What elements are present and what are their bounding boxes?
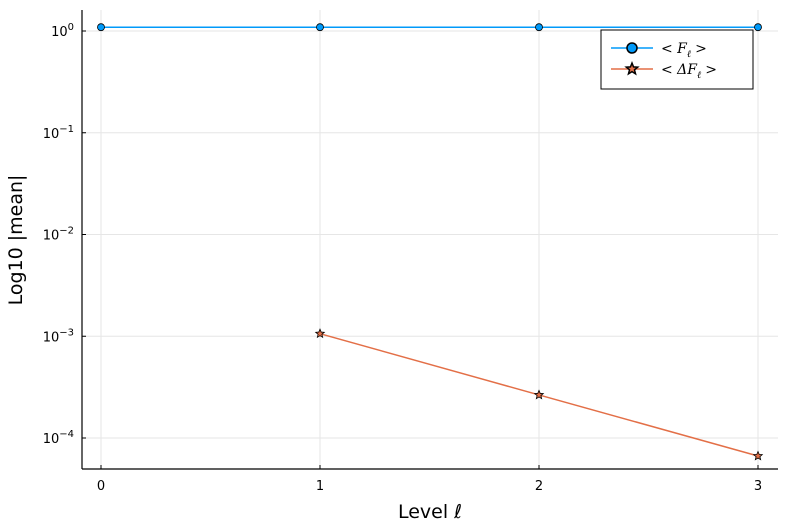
y-axis-label: Log10 |mean| bbox=[5, 175, 27, 306]
legend-label: < ΔFℓ > bbox=[661, 62, 717, 81]
data-point bbox=[533, 389, 545, 400]
grid-lines bbox=[82, 10, 778, 469]
axes bbox=[81, 10, 778, 470]
x-tick-label: 2 bbox=[535, 479, 543, 494]
series-layer bbox=[97, 23, 764, 461]
data-point bbox=[316, 23, 324, 32]
x-axis-label: Level ℓ bbox=[398, 501, 462, 523]
legend: < Fℓ > < ΔFℓ > bbox=[600, 29, 754, 90]
legend-label: < Fℓ > bbox=[661, 41, 707, 60]
y-tick-label: 10−4 bbox=[43, 429, 74, 447]
data-point bbox=[535, 23, 543, 32]
x-tick-label: 0 bbox=[97, 479, 105, 494]
series-0 bbox=[97, 23, 762, 32]
y-tick-label: 10−1 bbox=[43, 124, 74, 142]
y-tick-label: 10−2 bbox=[43, 226, 74, 244]
data-point bbox=[314, 328, 326, 339]
legend-marker bbox=[624, 60, 640, 76]
series-1 bbox=[314, 328, 764, 461]
data-point bbox=[752, 450, 764, 461]
y-tick-label: 100 bbox=[51, 22, 74, 40]
data-point bbox=[97, 23, 105, 32]
legend-box bbox=[600, 29, 754, 90]
y-tick-label: 10−3 bbox=[43, 327, 74, 345]
data-point bbox=[754, 23, 762, 32]
x-tick-label: 1 bbox=[316, 479, 324, 494]
legend-marker bbox=[626, 42, 638, 54]
y-tick-labels: 100 10−1 10−2 10−3 10−4 bbox=[43, 22, 74, 447]
x-tick-label: 3 bbox=[754, 479, 762, 494]
x-tick-labels: 0 1 2 3 bbox=[97, 479, 762, 494]
